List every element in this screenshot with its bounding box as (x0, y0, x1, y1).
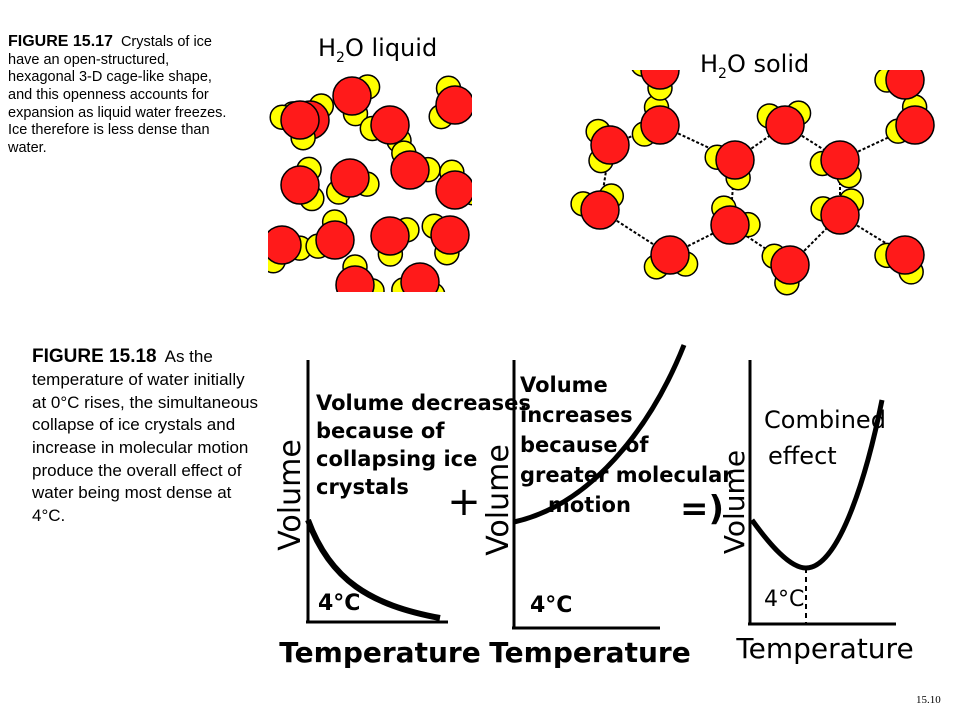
oxygen-atom (590, 125, 630, 165)
graph-volume-decreases: Volume Temperature 4°C Volume decreases … (273, 360, 531, 669)
oxygen-atom (715, 140, 755, 180)
plus-sign: + (447, 479, 481, 525)
figure-15-17-number: FIGURE 15.17 (8, 33, 113, 50)
oxygen-atom (820, 140, 860, 180)
oxygen-atom (770, 245, 810, 285)
oxygen-atom (640, 105, 680, 145)
figure-15-18-text: As the temperature of water initially at… (32, 347, 259, 525)
oxygen-atom (580, 190, 620, 230)
oxygen-atom (435, 85, 472, 125)
oxygen-atom (650, 235, 690, 275)
graph2-x-label: Temperature (489, 636, 690, 669)
graph1-annotation-line1: Volume decreases (316, 391, 531, 415)
graph2-temp-label: 4°C (530, 593, 572, 618)
graph3-curve (749, 399, 885, 571)
oxygen-atom (765, 105, 805, 145)
oxygen-atom (280, 165, 320, 205)
graph1-curve (305, 518, 441, 621)
graph3-x-label: Temperature (735, 632, 913, 665)
graph2-annotation-line4: greater molecular (520, 463, 733, 487)
oxygen-atom (370, 105, 410, 145)
implies-sign: =) (680, 489, 724, 529)
ice-lattice-cluster (570, 70, 935, 296)
oxygen-atom (390, 150, 430, 190)
graph-volume-increases: Volume Temperature 4°C Volume increases … (481, 344, 733, 669)
graph2-annotation-line5: motion (548, 493, 631, 517)
figure-15-17-caption: FIGURE 15.17 Crystals of ice have an open… (8, 32, 240, 158)
graph1-x-label: Temperature (279, 636, 480, 669)
figure-15-17-text: Crystals of ice have an open-structured,… (8, 34, 227, 157)
graph2-annotation-line2: increases (520, 403, 633, 427)
oxygen-atom (885, 70, 925, 100)
oxygen-atom (895, 105, 935, 145)
oxygen-atom (710, 205, 750, 245)
graph3-temp-label: 4°C (764, 587, 804, 612)
oxygen-atom (820, 195, 860, 235)
solid-water-title: H2O solid (700, 50, 810, 82)
hydrogen-bond (839, 124, 916, 161)
oxygen-atom (268, 225, 302, 265)
liquid-molecule-cluster (268, 74, 472, 292)
oxygen-atom (370, 216, 410, 256)
graph1-temp-label: 4°C (318, 591, 360, 616)
liquid-water-title: H2O liquid (318, 34, 438, 66)
oxygen-atom (885, 235, 925, 275)
graph2-annotation-line1: Volume (520, 373, 608, 397)
graph2-y-label: Volume (481, 444, 516, 556)
oxygen-atom (430, 215, 470, 255)
figure-15-18-caption: FIGURE 15.18 As the temperature of water … (32, 344, 260, 528)
oxygen-atom (332, 76, 372, 116)
oxygen-atom (280, 100, 320, 140)
oxygen-atom (400, 262, 440, 292)
slide-number: 15.10 (916, 694, 941, 706)
graph-combined-effect: Volume Temperature 4°C Combined effect (718, 360, 914, 665)
oxygen-atom (335, 265, 375, 292)
hydrogen-bond (659, 124, 736, 161)
oxygen-atom (315, 220, 355, 260)
figure-15-18-number: FIGURE 15.18 (32, 346, 157, 367)
graph3-annotation-line1: Combined (764, 406, 886, 434)
graph3-annotation-line2: effect (768, 442, 837, 470)
graph1-annotation-line3: collapsing ice (316, 447, 477, 471)
graph1-annotation-line4: crystals (316, 475, 409, 499)
graph3-y-label: Volume (718, 450, 751, 554)
oxygen-atom (435, 170, 472, 210)
oxygen-atom (330, 158, 370, 198)
graph1-y-label: Volume (273, 439, 308, 551)
oxygen-atom (640, 70, 680, 90)
graph2-annotation-line3: because of (520, 433, 649, 457)
hydrogen-bond (599, 209, 671, 256)
graph1-annotation-line2: because of (316, 419, 445, 443)
graph2-curve (513, 344, 687, 525)
